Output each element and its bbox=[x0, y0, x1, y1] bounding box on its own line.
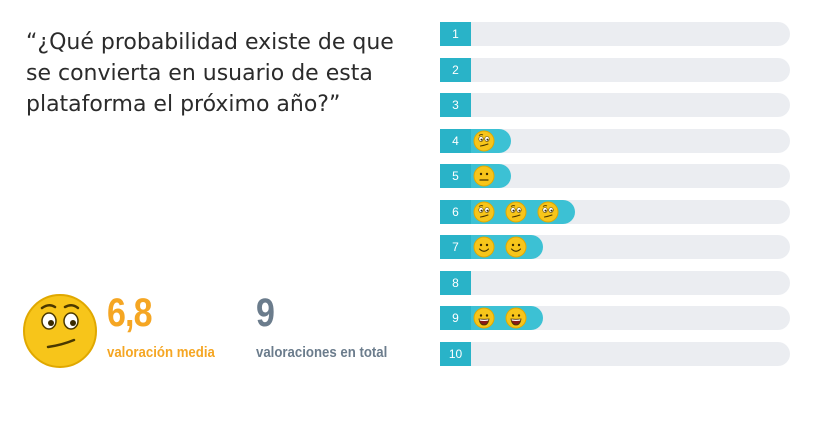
thinking-face-icon bbox=[505, 201, 527, 222]
smiling-face-icon bbox=[505, 236, 527, 258]
rating-row: 3 bbox=[440, 93, 790, 117]
thinking-face-icon bbox=[23, 294, 97, 368]
total-ratings-label: valoraciones en total bbox=[256, 344, 388, 361]
thinking-face-icon bbox=[537, 201, 559, 222]
grinning-face-icon bbox=[473, 307, 495, 329]
rating-row: 5 bbox=[440, 164, 790, 188]
average-rating-label: valoración media bbox=[107, 344, 215, 361]
rating-row: 10 bbox=[440, 341, 790, 366]
total-ratings-value: 9 bbox=[256, 291, 275, 335]
rating-row: 6 bbox=[440, 199, 790, 224]
smiling-face-icon bbox=[473, 236, 495, 258]
rating-faces bbox=[471, 129, 503, 153]
grinning-face-icon bbox=[505, 307, 527, 329]
rating-row: 7 bbox=[440, 235, 790, 259]
rating-number-label: 3 bbox=[440, 93, 471, 117]
rating-row: 1 bbox=[440, 22, 790, 46]
thinking-face-icon bbox=[473, 130, 495, 151]
rating-faces bbox=[471, 306, 535, 330]
rating-number-label: 1 bbox=[440, 22, 471, 46]
rating-row: 4 bbox=[440, 128, 790, 153]
rating-distribution: 1 2 3 4 5 6 7 8 9 10 bbox=[440, 22, 790, 377]
rating-number-label: 10 bbox=[440, 341, 471, 366]
rating-number-label: 2 bbox=[440, 57, 471, 82]
rating-faces bbox=[471, 164, 503, 188]
question-text: “¿Qué probabilidad existe de que se conv… bbox=[26, 30, 394, 117]
rating-number-label: 9 bbox=[440, 306, 471, 330]
rating-faces bbox=[471, 200, 567, 224]
neutral-face-icon bbox=[473, 165, 495, 187]
thinking-face-icon bbox=[473, 201, 495, 222]
average-rating-value: 6,8 bbox=[107, 291, 153, 335]
rating-number-label: 8 bbox=[440, 270, 471, 295]
rating-number-label: 7 bbox=[440, 235, 471, 259]
rating-number-label: 6 bbox=[440, 199, 471, 224]
rating-row: 8 bbox=[440, 270, 790, 295]
rating-number-label: 5 bbox=[440, 164, 471, 188]
rating-row: 2 bbox=[440, 57, 790, 82]
rating-faces bbox=[471, 235, 535, 259]
rating-number-label: 4 bbox=[440, 128, 471, 153]
rating-row: 9 bbox=[440, 306, 790, 330]
